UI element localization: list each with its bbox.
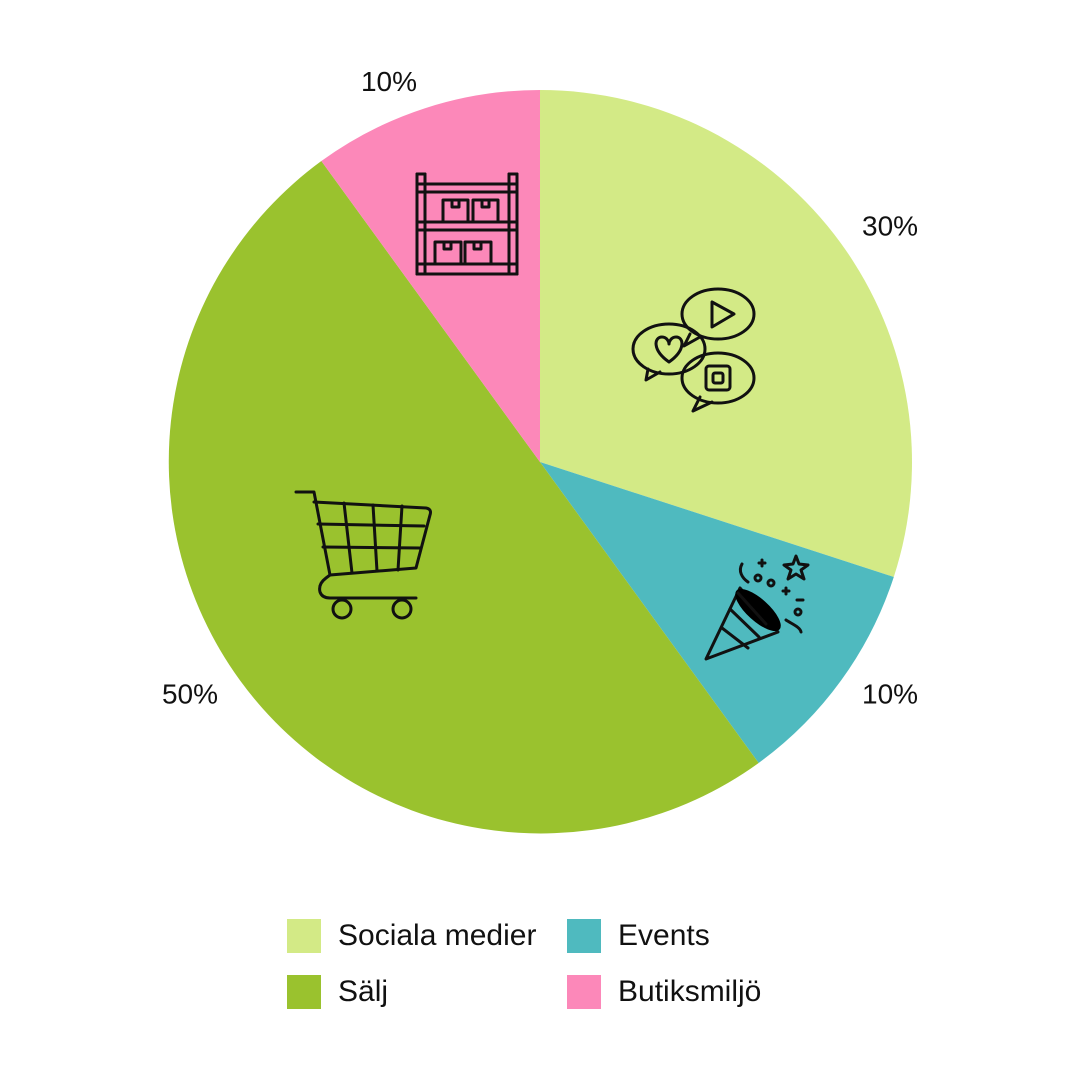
legend-swatch [287,919,321,953]
party-popper-icon [704,554,810,661]
slice-value-label-butiksmiljo: 10% [361,66,417,97]
legend-item-events: Events [567,918,847,954]
legend-item-butiksmiljo: Butiksmiljö [567,974,847,1010]
social-media-chat-bubbles-icon [631,287,756,413]
legend-row: Sälj Butiksmiljö [287,974,847,1010]
legend-label: Sociala medier [338,919,537,952]
legend-swatch [567,975,601,1009]
pie-slice-events [540,462,894,763]
slice-value-label-salj: 50% [162,678,218,709]
legend-label: Butiksmiljö [618,975,762,1008]
legend-label: Events [618,919,710,952]
legend-row: Sociala medier Events [287,918,847,954]
pie-chart: 30% 10% 50% 10% [162,66,918,834]
legend: Sociala medier Events Sälj Butiksmiljö [287,918,847,1030]
legend-item-salj: Sälj [287,974,567,1010]
legend-item-sociala-medier: Sociala medier [287,918,567,954]
legend-label: Sälj [338,975,389,1008]
slice-value-label-sociala-medier: 30% [862,210,918,241]
legend-swatch [287,975,321,1009]
pie-slice-salj [168,161,759,834]
shopping-cart-icon [294,490,432,620]
pie-slice-sociala-medier [540,90,912,577]
store-shelf-boxes-icon [415,172,519,276]
slice-value-label-events: 10% [862,678,918,709]
legend-swatch [567,919,601,953]
